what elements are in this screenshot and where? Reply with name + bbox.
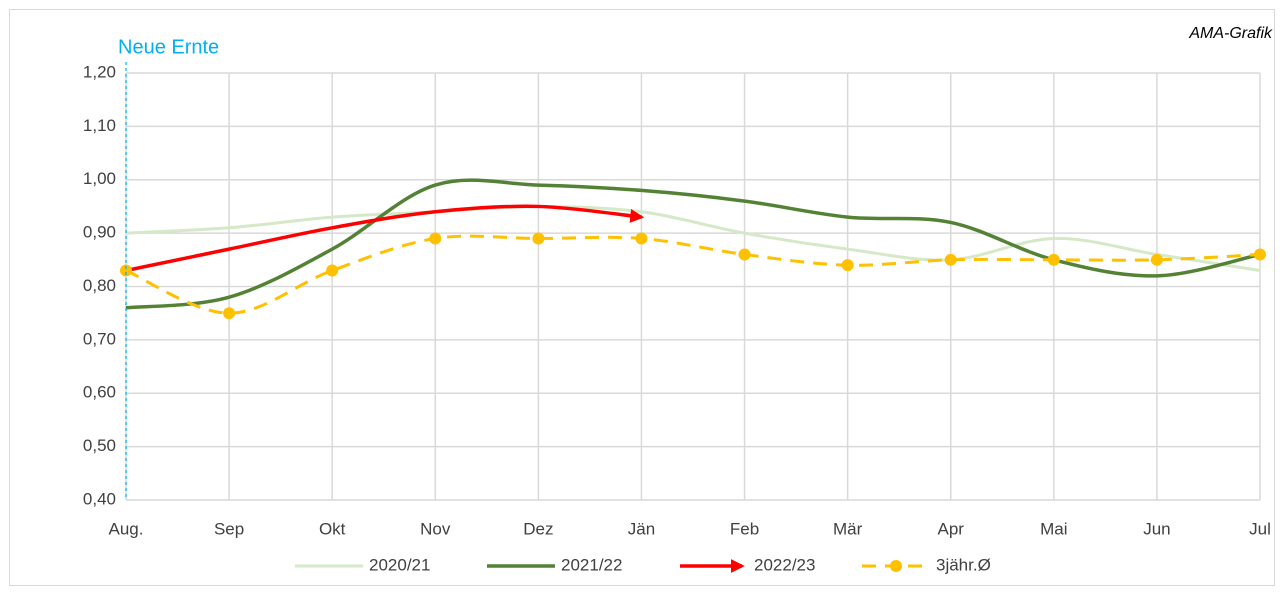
legend-label: 2021/22 xyxy=(561,555,622,574)
y-tick-label: 0,80 xyxy=(83,276,116,295)
x-tick-label: Mär xyxy=(833,519,863,538)
series-marker xyxy=(429,232,442,245)
series-line xyxy=(125,234,1261,315)
x-tick-label: Jän xyxy=(628,519,655,538)
series-marker xyxy=(635,232,648,245)
series-marker xyxy=(326,264,339,277)
series-marker xyxy=(1254,248,1266,261)
y-tick-label: 0,60 xyxy=(83,383,116,402)
y-tick-label: 0,40 xyxy=(83,489,116,508)
x-tick-label: Sep xyxy=(214,519,244,538)
series-line xyxy=(125,178,1261,310)
y-tick-label: 0,90 xyxy=(83,223,116,242)
series-marker xyxy=(1150,253,1163,266)
series-marker xyxy=(944,253,957,266)
x-tick-label: Apr xyxy=(937,519,964,538)
x-tick-label: Jun xyxy=(1143,519,1170,538)
source-note: AMA-Grafik xyxy=(1188,25,1273,42)
series-marker xyxy=(532,232,545,245)
legend-marker xyxy=(890,560,902,572)
legend-label: 2020/21 xyxy=(369,555,430,574)
annotation: Neue Ernte xyxy=(118,36,219,58)
series-marker xyxy=(841,259,854,272)
series-marker xyxy=(1047,253,1060,266)
legend-label: 2022/23 xyxy=(754,555,815,574)
x-tick-label: Feb xyxy=(730,519,759,538)
y-tick-label: 0,50 xyxy=(83,436,116,455)
series-line xyxy=(125,204,645,273)
x-tick-label: Okt xyxy=(319,519,346,538)
series-marker xyxy=(223,307,236,320)
x-tick-label: Mai xyxy=(1040,519,1067,538)
legend-label: 3jähr.Ø xyxy=(936,555,991,574)
y-tick-label: 1,00 xyxy=(83,169,116,188)
series-line xyxy=(125,204,1261,272)
x-tick-label: Jul xyxy=(1249,519,1271,538)
series-marker xyxy=(120,264,132,277)
x-tick-label: Nov xyxy=(420,519,451,538)
series-marker xyxy=(738,248,751,261)
x-tick-label: Aug. xyxy=(109,519,144,538)
x-tick-label: Dez xyxy=(523,519,553,538)
y-tick-label: 0,70 xyxy=(83,329,116,348)
y-tick-label: 1,10 xyxy=(83,116,116,135)
y-tick-label: 1,20 xyxy=(83,62,116,81)
